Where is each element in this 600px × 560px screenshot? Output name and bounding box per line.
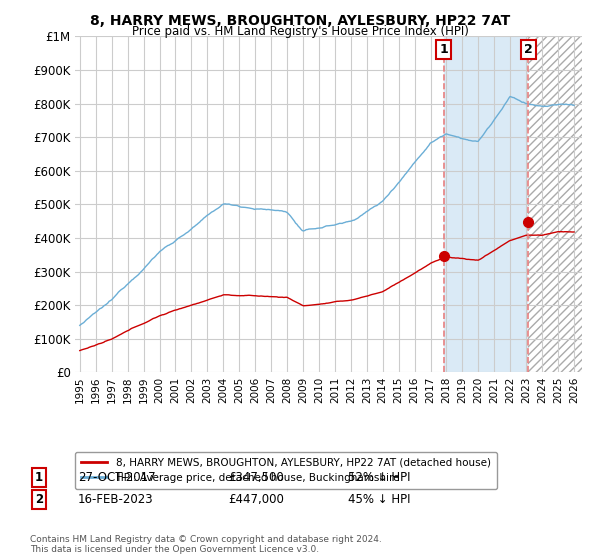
Text: 45% ↓ HPI: 45% ↓ HPI xyxy=(348,493,410,506)
Text: Contains HM Land Registry data © Crown copyright and database right 2024.
This d: Contains HM Land Registry data © Crown c… xyxy=(30,535,382,554)
Text: 1: 1 xyxy=(35,470,43,484)
Text: 1: 1 xyxy=(439,43,448,57)
Text: 27-OCT-2017: 27-OCT-2017 xyxy=(78,470,155,484)
Text: £447,000: £447,000 xyxy=(228,493,284,506)
Legend: 8, HARRY MEWS, BROUGHTON, AYLESBURY, HP22 7AT (detached house), HPI: Average pri: 8, HARRY MEWS, BROUGHTON, AYLESBURY, HP2… xyxy=(75,451,497,489)
Text: Price paid vs. HM Land Registry's House Price Index (HPI): Price paid vs. HM Land Registry's House … xyxy=(131,25,469,38)
Bar xyxy=(528,36,582,372)
Text: 2: 2 xyxy=(524,43,532,57)
Text: 8, HARRY MEWS, BROUGHTON, AYLESBURY, HP22 7AT: 8, HARRY MEWS, BROUGHTON, AYLESBURY, HP2… xyxy=(90,14,510,28)
Text: 16-FEB-2023: 16-FEB-2023 xyxy=(78,493,154,506)
Bar xyxy=(443,36,528,372)
Text: 2: 2 xyxy=(35,493,43,506)
Text: £347,500: £347,500 xyxy=(228,470,284,484)
Text: 52% ↓ HPI: 52% ↓ HPI xyxy=(348,470,410,484)
